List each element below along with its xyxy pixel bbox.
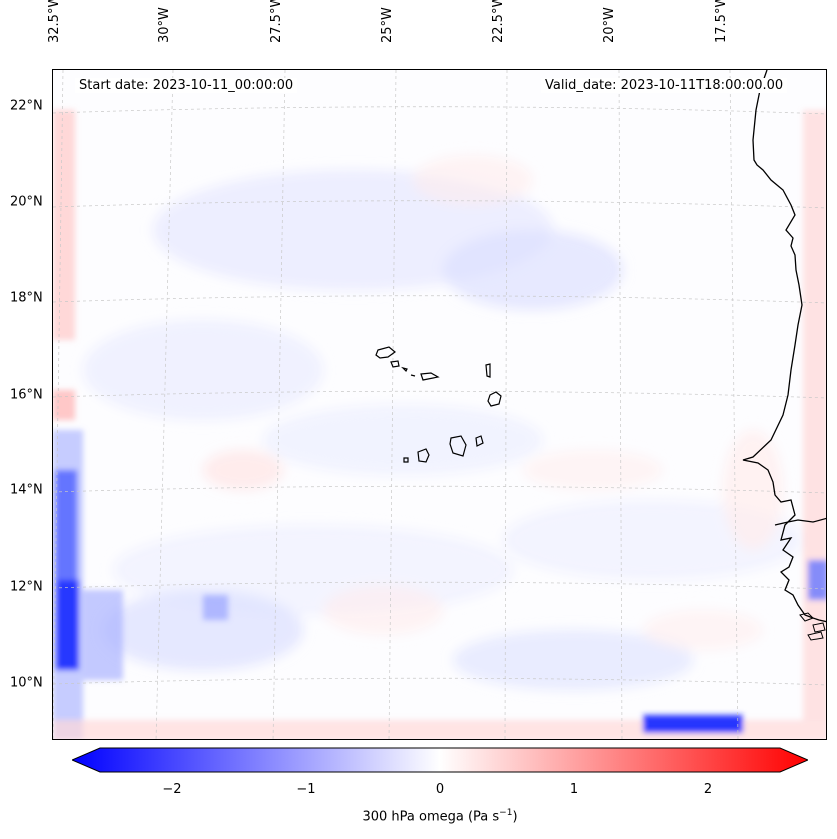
colorbar <box>72 747 808 773</box>
lat-label-10n: 10°N <box>10 675 43 691</box>
africa-coastline <box>742 70 826 623</box>
lon-label-32-5w: 32.5°W <box>47 0 62 43</box>
colorbar-tick-0: 0 <box>435 782 445 797</box>
gambia-coast <box>774 517 826 526</box>
lon-label-20w: 20°W <box>602 7 617 43</box>
start-date-text: Start date: 2023-10-11_00:00:00 <box>75 78 298 93</box>
lat-label-20n: 20°N <box>10 194 43 210</box>
colorbar-tick-2: 2 <box>703 782 713 797</box>
omega-map <box>52 69 827 740</box>
colorbar-tick-minus2: −2 <box>162 782 182 797</box>
colorbar-tick-1: 1 <box>569 782 579 797</box>
lon-label-25w: 25°W <box>380 7 395 43</box>
lat-label-18n: 18°N <box>10 290 43 306</box>
colorbar-tick-minus1: −1 <box>296 782 316 797</box>
lon-label-22-5w: 22.5°W <box>491 0 506 43</box>
lat-label-12n: 12°N <box>10 579 43 595</box>
colorbar-label-text: 300 hPa omega (Pa s <box>362 809 500 825</box>
lat-label-14n: 14°N <box>10 482 43 498</box>
lon-label-17-5w: 17.5°W <box>714 0 729 43</box>
valid-date-text: Valid_date: 2023-10-11T18:00:00.00 <box>541 78 788 93</box>
graticule <box>53 70 826 739</box>
lon-label-30w: 30°W <box>157 7 172 43</box>
colorbar-label: 300 hPa omega (Pa s−1) <box>0 808 837 824</box>
guinea-bissau-islands <box>799 612 826 641</box>
omega-shading <box>83 155 803 690</box>
lon-label-27-5w: 27.5°W <box>269 0 284 43</box>
boundary-shading <box>53 110 826 739</box>
cape-verde-islands <box>375 346 502 463</box>
omega-field <box>53 70 826 739</box>
colorbar-label-exponent: −1 <box>499 808 513 818</box>
lat-label-16n: 16°N <box>10 387 43 403</box>
lat-label-22n: 22°N <box>10 98 43 114</box>
colorbar-label-end: ) <box>512 809 518 825</box>
